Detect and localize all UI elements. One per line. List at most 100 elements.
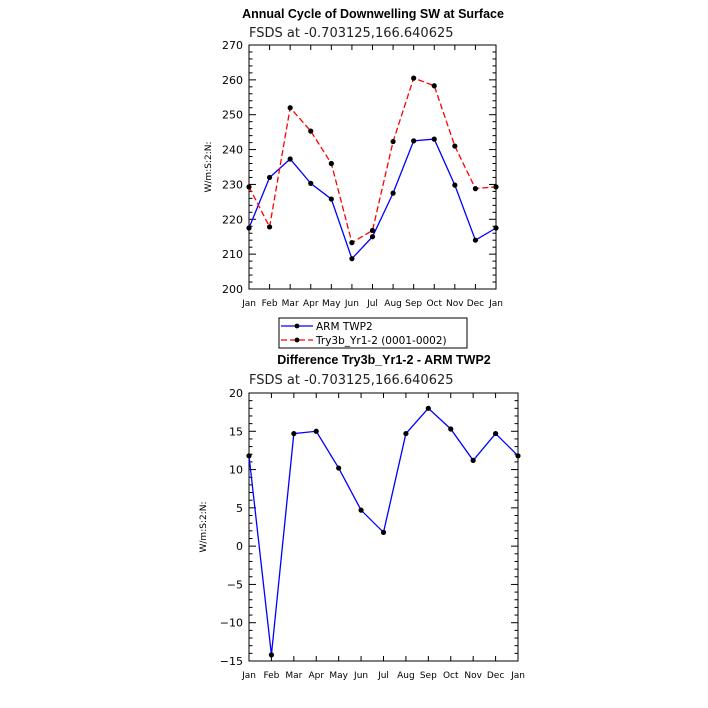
chart2-point-difference (380, 529, 387, 535)
chart1-point-try3b-yr1-2-0001-0002 (328, 160, 334, 167)
chart1-point-try3b-yr1-2-0001-0002 (411, 75, 417, 81)
chart2-xtick-label: Dec (487, 671, 504, 681)
chart2-xtick-label: Jun (353, 671, 368, 681)
chart1-xtick-label: Aug (384, 299, 402, 309)
annual-cycle-chart: Annual Cycle of Downwelling SW at Surfac… (204, 7, 504, 349)
chart2-point-difference (425, 405, 431, 411)
chart2-point-difference (470, 457, 476, 463)
chart2-point-difference (313, 428, 319, 434)
chart1-point-arm-twp2 (390, 190, 396, 196)
chart2-xtick-label: Oct (443, 671, 459, 681)
chart2-xtick-label: May (329, 671, 348, 681)
chart1-point-try3b-yr1-2-0001-0002 (452, 143, 458, 149)
chart1-point-arm-twp2 (349, 256, 355, 262)
chart2-xtick-label: Nov (464, 671, 482, 681)
chart1-xtick-label: Feb (262, 299, 278, 309)
chart2-point-difference (403, 430, 409, 437)
chart2-plot-frame (248, 392, 519, 662)
chart1-plot-frame (248, 44, 497, 290)
chart1-point-try3b-yr1-2-0001-0002 (246, 184, 252, 190)
chart2-ylabel: W/m:S:2:N: (199, 502, 209, 553)
chart1-point-try3b-yr1-2-0001-0002 (493, 184, 499, 190)
chart1-xtick-label: Oct (426, 299, 442, 309)
chart1-ytick-label: 220 (222, 213, 243, 226)
legend-marker-arm-twp2 (294, 323, 300, 329)
chart1-point-try3b-yr1-2-0001-0002 (349, 240, 355, 246)
legend-label-try3b: Try3b_Yr1-2 (0001-0002) (315, 335, 447, 347)
legend-label-arm-twp2: ARM TWP2 (316, 321, 373, 333)
chart1-series-try3b-yr1-2-0001-0002 (248, 77, 497, 244)
chart1-point-arm-twp2 (328, 196, 334, 202)
chart2-ytick-label: 15 (229, 425, 243, 438)
chart1-xtick-label: Apr (303, 299, 319, 309)
chart2-ytick-label: −5 (227, 578, 243, 591)
chart1-point-arm-twp2 (452, 182, 458, 188)
chart1-point-arm-twp2 (369, 234, 376, 240)
chart1-ytick-label: 240 (222, 144, 243, 157)
chart1-point-try3b-yr1-2-0001-0002 (390, 138, 396, 145)
chart1-xtick-label: Jan (241, 299, 256, 309)
chart1-ytick-label: 200 (222, 283, 243, 296)
chart2-point-difference (246, 453, 252, 459)
chart2-xtick-label: Aug (397, 671, 415, 681)
chart2-ytick-label: 0 (236, 540, 243, 553)
legend-marker-try3b (294, 337, 300, 343)
chart1-point-arm-twp2 (493, 225, 499, 231)
chart1-point-try3b-yr1-2-0001-0002 (472, 186, 479, 192)
chart2-ytick-label: 5 (236, 502, 243, 515)
chart2-ytick-label: −15 (220, 655, 243, 668)
chart1-xtick-label: Mar (282, 299, 299, 309)
chart1-point-try3b-yr1-2-0001-0002 (266, 224, 273, 230)
difference-chart: Difference Try3b_Yr1-2 - ARM TWP2 FSDS a… (199, 353, 525, 681)
chart1-point-try3b-yr1-2-0001-0002 (287, 105, 293, 111)
chart1-xtick-label: Jun (344, 299, 359, 309)
chart1-legend: ARM TWP2 Try3b_Yr1-2 (0001-0002) (278, 317, 468, 349)
chart1-point-arm-twp2 (287, 156, 293, 162)
legend-frame (278, 317, 468, 349)
chart2-point-difference (358, 507, 364, 513)
chart2-ytick-label: 20 (229, 387, 243, 400)
chart1-title: Annual Cycle of Downwelling SW at Surfac… (242, 7, 504, 21)
chart2-point-difference (336, 465, 342, 471)
chart1-xtick-label: Sep (405, 299, 422, 309)
chart1-subtitle: FSDS at -0.703125,166.640625 (249, 26, 454, 41)
chart1-ytick-label: 230 (222, 178, 243, 191)
chart1-point-arm-twp2 (472, 237, 479, 243)
chart1-point-try3b-yr1-2-0001-0002 (431, 83, 437, 89)
chart2-xtick-label: Sep (420, 671, 437, 681)
chart2-xtick-label: Mar (285, 671, 302, 681)
chart2-point-difference (291, 430, 297, 437)
chart1-point-arm-twp2 (246, 225, 252, 231)
chart1-ytick-label: 270 (222, 39, 243, 52)
chart1-xtick-label: Jul (366, 299, 378, 309)
chart2-point-difference (515, 453, 521, 459)
chart2-xtick-label: Feb (263, 671, 279, 681)
chart2-xtick-label: Jan (510, 671, 525, 681)
chart2-subtitle: FSDS at -0.703125,166.640625 (249, 373, 454, 388)
chart2-point-difference (268, 652, 275, 658)
chart2-point-difference (448, 426, 454, 432)
chart1-ytick-label: 210 (222, 248, 243, 261)
chart2-ytick-label: −10 (220, 617, 243, 630)
chart1-point-arm-twp2 (411, 138, 417, 144)
chart1-xtick-label: May (322, 299, 341, 309)
chart1-point-arm-twp2 (266, 174, 273, 181)
chart1-point-arm-twp2 (308, 180, 314, 186)
chart1-series-arm-twp2 (248, 138, 497, 260)
chart1-xtick-label: Jan (488, 299, 503, 309)
chart1-ytick-label: 250 (222, 109, 243, 122)
chart2-xtick-label: Apr (308, 671, 324, 681)
chart2-point-difference (492, 430, 499, 437)
chart2-xtick-label: Jul (377, 671, 389, 681)
chart1-xtick-label: Dec (467, 299, 484, 309)
chart1-point-arm-twp2 (431, 136, 437, 142)
chart2-ytick-label: 10 (229, 464, 243, 477)
chart1-ylabel: W/m:S:2:N: (204, 142, 214, 193)
chart1-xtick-label: Nov (446, 299, 464, 309)
chart1-ytick-label: 260 (222, 74, 243, 87)
chart2-xtick-label: Jan (241, 671, 256, 681)
chart2-title: Difference Try3b_Yr1-2 - ARM TWP2 (277, 353, 491, 367)
chart1-point-try3b-yr1-2-0001-0002 (308, 128, 314, 134)
chart1-point-try3b-yr1-2-0001-0002 (369, 227, 376, 234)
